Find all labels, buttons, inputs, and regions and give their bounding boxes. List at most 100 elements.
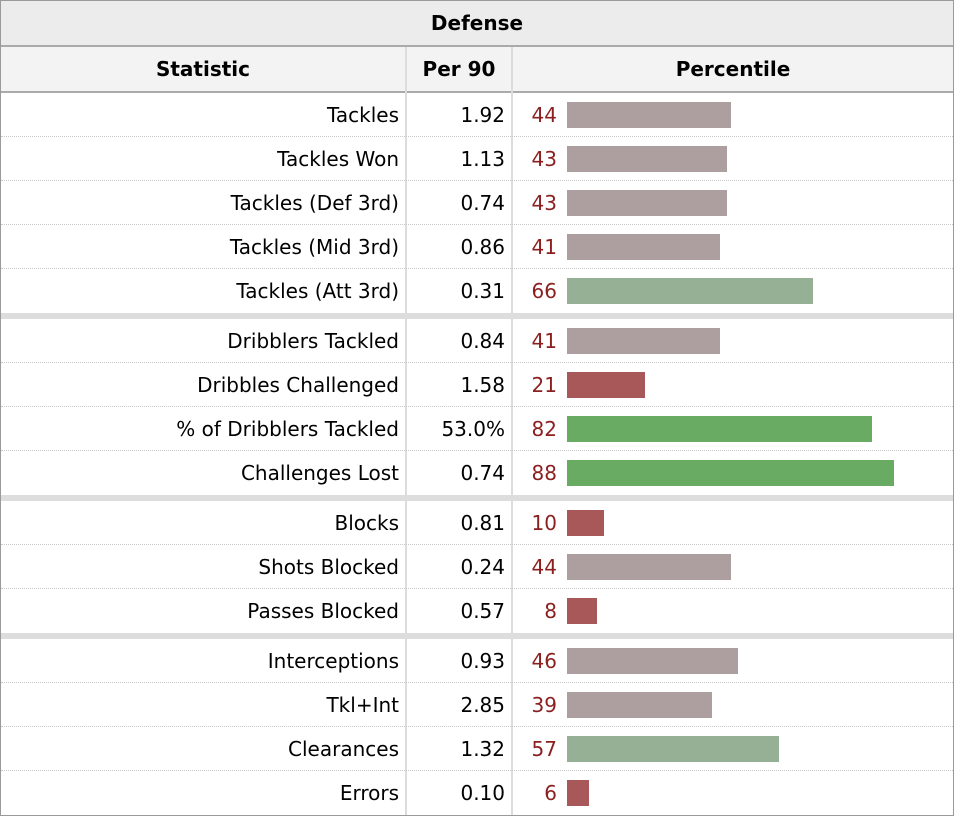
percentile-bar — [567, 510, 604, 536]
per90-value: 1.32 — [460, 737, 505, 761]
table-row: Passes Blocked 0.57 8 — [1, 589, 953, 633]
row-divider — [1, 682, 953, 683]
percentile-bar — [567, 102, 731, 128]
row-divider — [1, 726, 953, 727]
row-divider — [1, 588, 953, 589]
table-row: Dribblers Tackled 0.84 41 — [1, 319, 953, 363]
percentile-bar — [567, 692, 712, 718]
percentile-label: 8 — [544, 599, 557, 623]
stat-label: Tackles (Mid 3rd) — [229, 235, 399, 259]
row-divider — [1, 770, 953, 771]
table-row: Tackles 1.92 44 — [1, 93, 953, 137]
stat-label: Clearances — [288, 737, 399, 761]
percentile-bar — [567, 146, 727, 172]
row-divider — [1, 180, 953, 181]
stat-label: Errors — [339, 781, 399, 805]
percentile-label: 39 — [531, 693, 557, 717]
percentile-bar — [567, 780, 589, 806]
row-divider — [1, 544, 953, 545]
stat-label: Dribbles Challenged — [197, 373, 399, 397]
stat-label: % of Dribblers Tackled — [176, 417, 399, 441]
row-divider — [1, 136, 953, 137]
percentile-label: 44 — [531, 555, 557, 579]
percentile-bar — [567, 598, 597, 624]
percentile-bar — [567, 278, 813, 304]
row-divider — [1, 224, 953, 225]
percentile-label: 6 — [544, 781, 557, 805]
table-row: Tackles Won 1.13 43 — [1, 137, 953, 181]
table-row: Shots Blocked 0.24 44 — [1, 545, 953, 589]
stat-label: Tackles (Att 3rd) — [236, 279, 399, 303]
stat-label: Dribblers Tackled — [227, 329, 399, 353]
table-row: Challenges Lost 0.74 88 — [1, 451, 953, 495]
percentile-bar — [567, 328, 720, 354]
header-per90[interactable]: Per 90 — [422, 57, 496, 81]
row-divider — [1, 268, 953, 269]
percentile-label: 82 — [531, 417, 557, 441]
per90-value: 53.0% — [441, 417, 505, 441]
per90-value: 1.13 — [460, 147, 505, 171]
group-separator — [1, 313, 953, 319]
percentile-label: 44 — [531, 103, 557, 127]
row-divider — [1, 406, 953, 407]
percentile-label: 46 — [531, 649, 557, 673]
percentile-label: 88 — [531, 461, 557, 485]
percentile-label: 10 — [531, 511, 557, 535]
header-row: Statistic Per 90 Percentile — [1, 47, 953, 93]
per90-value: 1.58 — [460, 373, 505, 397]
per90-value: 2.85 — [460, 693, 505, 717]
row-divider — [1, 450, 953, 451]
table-row: Errors 0.10 6 — [1, 771, 953, 815]
group-separator — [1, 495, 953, 501]
percentile-bar — [567, 648, 738, 674]
stat-label: Passes Blocked — [247, 599, 399, 623]
percentile-label: 41 — [531, 329, 557, 353]
per90-value: 1.92 — [460, 103, 505, 127]
column-divider-1 — [405, 47, 407, 815]
header-percentile[interactable]: Percentile — [675, 57, 791, 81]
per90-value: 0.57 — [460, 599, 505, 623]
table-row: Clearances 1.32 57 — [1, 727, 953, 771]
table-row: Tackles (Def 3rd) 0.74 43 — [1, 181, 953, 225]
header-statistic[interactable]: Statistic — [155, 57, 251, 81]
per90-value: 0.93 — [460, 649, 505, 673]
per90-value: 0.10 — [460, 781, 505, 805]
column-divider-2 — [511, 47, 513, 815]
per90-value: 0.86 — [460, 235, 505, 259]
stat-label: Tackles (Def 3rd) — [230, 191, 399, 215]
per90-value: 0.74 — [460, 191, 505, 215]
stat-label: Blocks — [334, 511, 399, 535]
percentile-bar — [567, 416, 872, 442]
per90-value: 0.24 — [460, 555, 505, 579]
table-row: Dribbles Challenged 1.58 21 — [1, 363, 953, 407]
stat-label: Tkl+Int — [326, 693, 399, 717]
percentile-label: 66 — [531, 279, 557, 303]
percentile-bar — [567, 372, 645, 398]
percentile-bar — [567, 234, 720, 260]
per90-value: 0.84 — [460, 329, 505, 353]
stat-label: Shots Blocked — [258, 555, 399, 579]
percentile-label: 43 — [531, 147, 557, 171]
percentile-label: 21 — [531, 373, 557, 397]
stat-label: Tackles Won — [277, 147, 399, 171]
per90-value: 0.31 — [460, 279, 505, 303]
percentile-bar — [567, 554, 731, 580]
percentile-bar — [567, 190, 727, 216]
table-row: Tkl+Int 2.85 39 — [1, 683, 953, 727]
table-row: Blocks 0.81 10 — [1, 501, 953, 545]
table-row: Tackles (Mid 3rd) 0.86 41 — [1, 225, 953, 269]
percentile-bar — [567, 736, 779, 762]
percentile-bar — [567, 460, 894, 486]
table-row: Tackles (Att 3rd) 0.31 66 — [1, 269, 953, 313]
stat-label: Tackles — [326, 103, 399, 127]
stat-label: Challenges Lost — [240, 461, 399, 485]
percentile-label: 41 — [531, 235, 557, 259]
percentile-label: 43 — [531, 191, 557, 215]
percentile-label: 57 — [531, 737, 557, 761]
table-row: Interceptions 0.93 46 — [1, 639, 953, 683]
table-row: % of Dribblers Tackled 53.0% 82 — [1, 407, 953, 451]
table-caption: Defense — [1, 1, 953, 47]
per90-value: 0.81 — [460, 511, 505, 535]
